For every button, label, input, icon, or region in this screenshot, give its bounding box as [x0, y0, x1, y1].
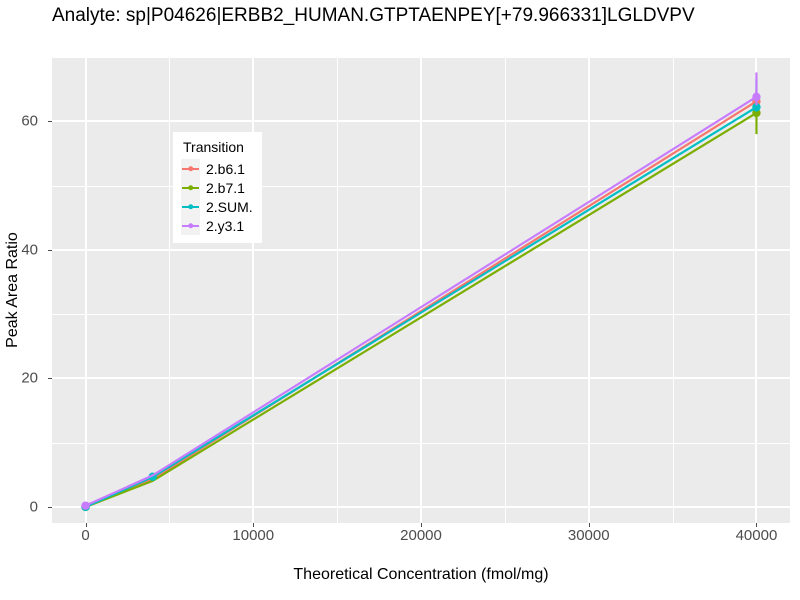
x-tick-label: 20000	[400, 527, 442, 544]
data-layer	[81, 72, 761, 512]
gridline-minor-vertical	[169, 57, 171, 523]
legend-key-icon	[181, 216, 200, 235]
legend: Transition 2.b6.1 2.b7.1 2.SUM. 2.y3.1	[173, 132, 262, 243]
y-axis-title: Peak Area Ratio	[0, 57, 26, 523]
series-line	[85, 95, 758, 507]
gridline-minor-horizontal	[52, 57, 790, 58]
y-tick-label: 60	[21, 112, 38, 130]
y-tick-label: 0	[29, 498, 38, 516]
x-tick-label: 40000	[735, 527, 778, 544]
gridline-major-vertical	[587, 57, 590, 523]
plot-panel: Transition 2.b6.1 2.b7.1 2.SUM. 2.y3.1	[52, 57, 790, 523]
legend-item-label: 2.y3.1	[206, 217, 245, 234]
legend-item-2.b7.1[interactable]: 2.b7.1	[181, 178, 253, 197]
gridline-major-vertical	[420, 57, 422, 523]
gridline-major-vertical	[252, 57, 255, 523]
gridline-major-horizontal	[52, 377, 790, 380]
gridline-major-horizontal	[52, 120, 790, 123]
x-tick-mark	[756, 523, 758, 527]
page-title: Analyte: sp|P04626|ERBB2_HUMAN.GTPTAENPE…	[52, 5, 695, 26]
series-2.y3.1	[81, 72, 761, 510]
x-tick-label: 30000	[567, 527, 610, 544]
y-axis-ticks: 0 20 40 60	[0, 0, 52, 600]
gridline-minor-horizontal	[52, 442, 790, 444]
gridline-minor-horizontal	[52, 185, 790, 187]
gridline-minor-vertical	[337, 57, 339, 523]
legend-item-2.b6.1[interactable]: 2.b6.1	[181, 159, 253, 178]
y-tick-mark	[48, 121, 52, 123]
legend-item-label: 2.SUM.	[206, 198, 253, 215]
x-tick-label: 0	[81, 527, 90, 544]
y-axis-title-text: Peak Area Ratio	[4, 232, 21, 348]
legend-key-point	[187, 184, 194, 191]
gridline-minor-horizontal	[52, 314, 790, 316]
data-point	[752, 102, 761, 112]
y-tick-label: 20	[21, 369, 38, 387]
x-tick-mark	[421, 523, 422, 527]
y-tick-label: 40	[21, 241, 38, 259]
x-tick-mark	[85, 523, 87, 527]
legend-key-point	[187, 203, 194, 210]
legend-item-label: 2.b7.1	[206, 179, 245, 196]
data-point	[752, 108, 761, 118]
legend-entries: 2.b6.1 2.b7.1 2.SUM. 2.y3.1	[181, 159, 253, 235]
x-tick-mark	[588, 523, 590, 527]
y-tick-mark	[48, 249, 52, 251]
legend-key-point	[187, 222, 194, 229]
y-tick-mark	[48, 506, 52, 508]
legend-key-icon	[181, 178, 200, 197]
data-point	[752, 92, 761, 102]
x-tick-label: 10000	[232, 527, 275, 544]
legend-key-icon	[181, 197, 200, 216]
gridline-major-vertical	[84, 57, 87, 523]
gridline-minor-vertical	[504, 57, 506, 523]
x-tick-mark	[253, 523, 255, 527]
gridline-minor-vertical	[672, 57, 674, 523]
legend-key-icon	[181, 159, 200, 178]
gridline-major-vertical	[755, 57, 758, 523]
y-tick-mark	[48, 378, 52, 380]
legend-title: Transition	[183, 139, 244, 155]
legend-item-label: 2.b6.1	[206, 160, 245, 177]
gridline-major-horizontal	[52, 505, 790, 508]
data-point	[81, 501, 90, 510]
legend-item-2.SUM.[interactable]: 2.SUM.	[181, 197, 253, 216]
legend-key-point	[187, 165, 194, 172]
x-axis-title: Theoretical Concentration (fmol/mg)	[293, 566, 549, 583]
legend-item-2.y3.1[interactable]: 2.y3.1	[181, 216, 253, 235]
gridline-major-horizontal	[52, 248, 790, 251]
